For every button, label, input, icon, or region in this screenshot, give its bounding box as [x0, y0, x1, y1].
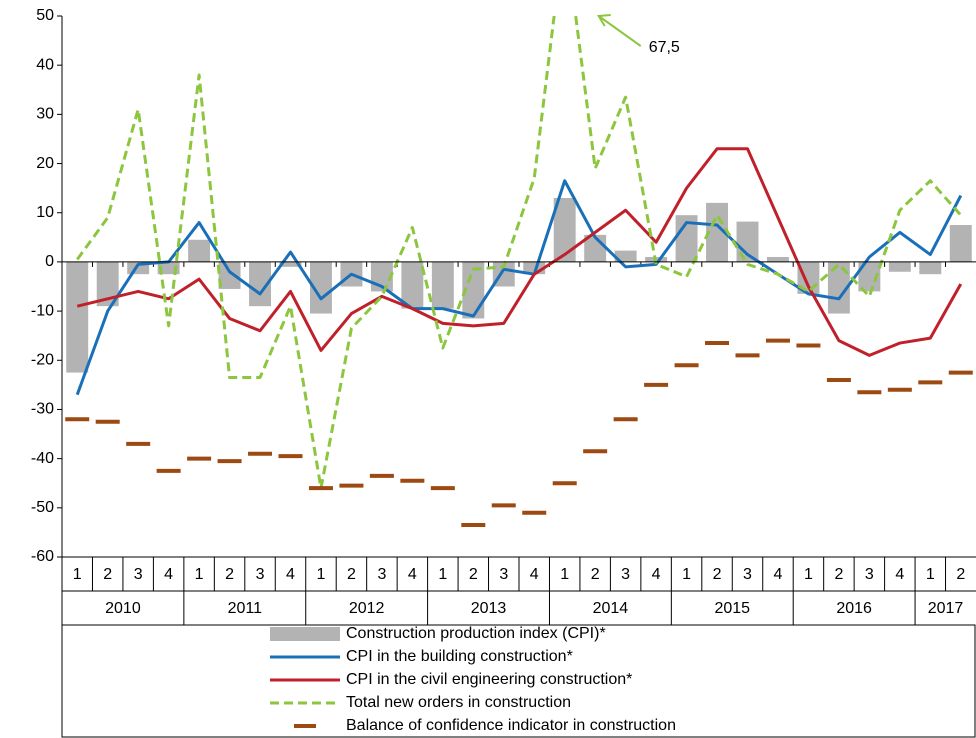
- year-label: 2010: [105, 600, 141, 617]
- y-tick-label: 40: [36, 56, 54, 73]
- legend-label: CPI in the civil engineering constructio…: [346, 671, 632, 688]
- bar: [431, 261, 454, 309]
- quarter-label: 1: [317, 566, 326, 583]
- quarter-label: 1: [560, 566, 569, 583]
- y-tick-label: 20: [36, 155, 54, 172]
- y-tick-label: 0: [45, 253, 54, 270]
- plot-area: [65, 16, 973, 528]
- bar: [736, 221, 759, 262]
- value-label: 67,5: [649, 39, 680, 56]
- quarter-label: 2: [347, 566, 356, 583]
- y-tick-label: -20: [31, 351, 54, 368]
- line-series: [76, 16, 962, 490]
- quarter-label: 1: [682, 566, 691, 583]
- bar: [553, 197, 576, 262]
- bar: [888, 261, 911, 272]
- legend-swatch: [270, 627, 340, 641]
- year-label: 2013: [471, 600, 507, 617]
- y-tick-label: -30: [31, 401, 54, 418]
- line-series: [76, 147, 963, 357]
- year-label: 2016: [836, 600, 872, 617]
- quarter-label: 4: [530, 566, 539, 583]
- y-tick-label: -60: [31, 548, 54, 565]
- year-label: 2011: [228, 600, 263, 617]
- bar: [827, 261, 850, 314]
- bar: [401, 261, 424, 309]
- legend-label: CPI in the building construction*: [346, 648, 573, 665]
- bar: [218, 261, 241, 289]
- quarter-label: 2: [713, 566, 722, 583]
- bar: [462, 261, 485, 319]
- quarter-label: 1: [926, 566, 935, 583]
- bar: [309, 261, 332, 314]
- annotation-arrowhead: [597, 14, 611, 27]
- y-tick-label: -40: [31, 450, 54, 467]
- quarter-label: 3: [499, 566, 508, 583]
- legend-label: Total new orders in construction: [346, 694, 571, 711]
- year-label: 2012: [349, 600, 385, 617]
- quarter-label: 4: [774, 566, 783, 583]
- bar: [96, 261, 119, 307]
- quarter-label: 2: [956, 566, 965, 583]
- y-tick-label: -50: [31, 499, 54, 516]
- y-tick-label: 30: [36, 106, 54, 123]
- quarter-label: 3: [256, 566, 265, 583]
- quarter-label: 2: [834, 566, 843, 583]
- bar: [766, 256, 789, 262]
- quarter-label: 3: [743, 566, 752, 583]
- legend-label: Construction production index (CPI)*: [346, 625, 606, 642]
- quarter-label: 4: [164, 566, 173, 583]
- bar: [858, 261, 881, 292]
- annotation-arrow: [598, 15, 642, 47]
- quarter-label: 3: [621, 566, 630, 583]
- quarter-label: 3: [134, 566, 143, 583]
- y-tick-label: 50: [36, 7, 54, 24]
- legend-box: [61, 624, 976, 738]
- legend-label: Balance of confidence indicator in const…: [346, 717, 676, 734]
- year-label: 2014: [593, 600, 629, 617]
- quarter-label: 3: [377, 566, 386, 583]
- bar: [279, 261, 302, 267]
- bar: [249, 261, 272, 307]
- bar: [614, 250, 637, 262]
- quarter-label: 2: [469, 566, 478, 583]
- quarter-label: 1: [438, 566, 447, 583]
- quarter-label: 3: [865, 566, 874, 583]
- bar: [706, 202, 729, 262]
- bar: [675, 215, 698, 262]
- bar: [66, 261, 89, 373]
- bar: [919, 261, 942, 275]
- quarter-label: 4: [652, 566, 661, 583]
- quarter-label: 2: [103, 566, 112, 583]
- quarter-label: 4: [286, 566, 295, 583]
- year-label: 2017: [928, 600, 964, 617]
- bar: [949, 225, 972, 262]
- year-label: 2015: [714, 600, 750, 617]
- y-tick-label: 10: [36, 204, 54, 221]
- y-tick-label: -10: [31, 302, 54, 319]
- quarter-label: 1: [195, 566, 204, 583]
- quarter-label: 2: [591, 566, 600, 583]
- bar: [188, 239, 211, 262]
- quarter-label: 1: [804, 566, 813, 583]
- quarter-label: 4: [408, 566, 417, 583]
- quarter-label: 4: [895, 566, 904, 583]
- quarter-label: 1: [73, 566, 82, 583]
- quarter-label: 2: [225, 566, 234, 583]
